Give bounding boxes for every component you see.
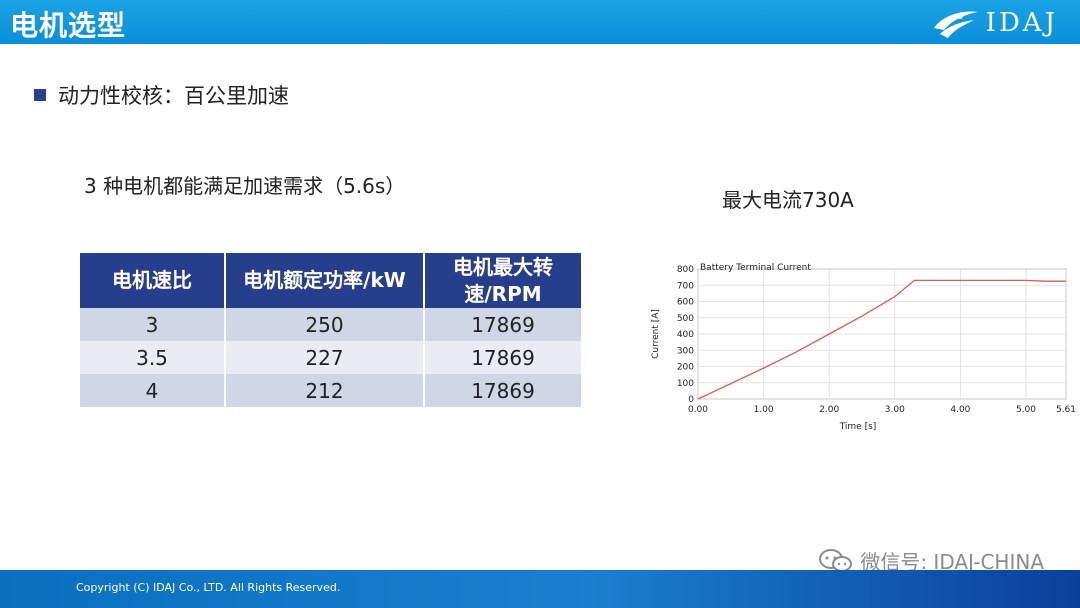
table-cell: 212: [225, 374, 425, 407]
table-row: 3.5 227 17869: [80, 341, 581, 374]
table-cell: 17869: [424, 374, 581, 407]
table-row: 3 250 17869: [80, 308, 581, 341]
company-logo: IDAJ: [930, 6, 1058, 40]
column-header: 电机额定功率/kW: [225, 253, 425, 308]
table-cell: 3: [80, 308, 226, 341]
table-cell: 17869: [424, 308, 581, 341]
series-line: [697, 279, 1066, 400]
x-tick-label: 2.00: [819, 405, 839, 415]
x-axis-label: Time [s]: [839, 422, 877, 432]
table-row: 4 212 17869: [80, 374, 581, 407]
y-tick-label: 500: [677, 314, 694, 324]
y-axis-label: Current [A]: [651, 309, 661, 359]
x-tick-label: 1.00: [754, 405, 774, 415]
y-tick-label: 0: [688, 395, 694, 405]
x-tick-label: 5.00: [1016, 405, 1036, 415]
x-tick-label: 0.00: [688, 405, 708, 415]
table-cell: 250: [225, 308, 425, 341]
x-tick-label: 5.61: [1056, 405, 1076, 415]
y-tick-label: 200: [677, 363, 694, 373]
page-title: 电机选型: [10, 9, 127, 42]
motor-spec-table: 电机速比 电机额定功率/kW 电机最大转速/RPM 3 250 17869 3.…: [80, 253, 581, 407]
copyright-text: Copyright (C) IDAJ Co., LTD. All Rights …: [76, 581, 341, 594]
y-tick-label: 400: [677, 330, 694, 340]
table-header-row: 电机速比 电机额定功率/kW 电机最大转速/RPM: [80, 253, 581, 308]
y-tick-label: 700: [677, 281, 694, 291]
footer-bar: Copyright (C) IDAJ Co., LTD. All Rights …: [0, 570, 1080, 608]
chart-caption: 最大电流730A: [722, 188, 854, 212]
y-tick-label: 600: [677, 298, 694, 308]
chart-title: Battery Terminal Current: [700, 263, 811, 273]
column-header: 电机最大转速/RPM: [424, 253, 581, 308]
x-tick-label: 4.00: [950, 405, 970, 415]
logo-text: IDAJ: [985, 8, 1058, 38]
current-chart: 0 100 200 300 400 500 600 700 800 0.00 1.00 2.00 3.0…: [651, 263, 1076, 432]
x-tick-label: 3.00: [885, 405, 905, 415]
section-heading: 动力性校核：百公里加速: [58, 84, 289, 108]
logo-swoosh-icon: [933, 11, 978, 38]
table-cell: 4: [80, 374, 226, 407]
table-cell: 17869: [424, 341, 581, 374]
table-cell: 227: [225, 341, 425, 374]
y-tick-label: 100: [677, 379, 694, 389]
y-tick-label: 800: [677, 265, 694, 275]
bullet-square-icon: [34, 89, 46, 101]
summary-text: 3 种电机都能满足加速需求（5.6s）: [84, 174, 406, 198]
y-tick-label: 300: [677, 346, 694, 356]
header-bar: 电机选型 IDAJ: [0, 0, 1080, 44]
table-cell: 3.5: [80, 341, 226, 374]
wechat-icon: [819, 548, 853, 572]
section-bullet: 动力性校核：百公里加速: [34, 80, 289, 110]
column-header: 电机速比: [80, 253, 226, 308]
